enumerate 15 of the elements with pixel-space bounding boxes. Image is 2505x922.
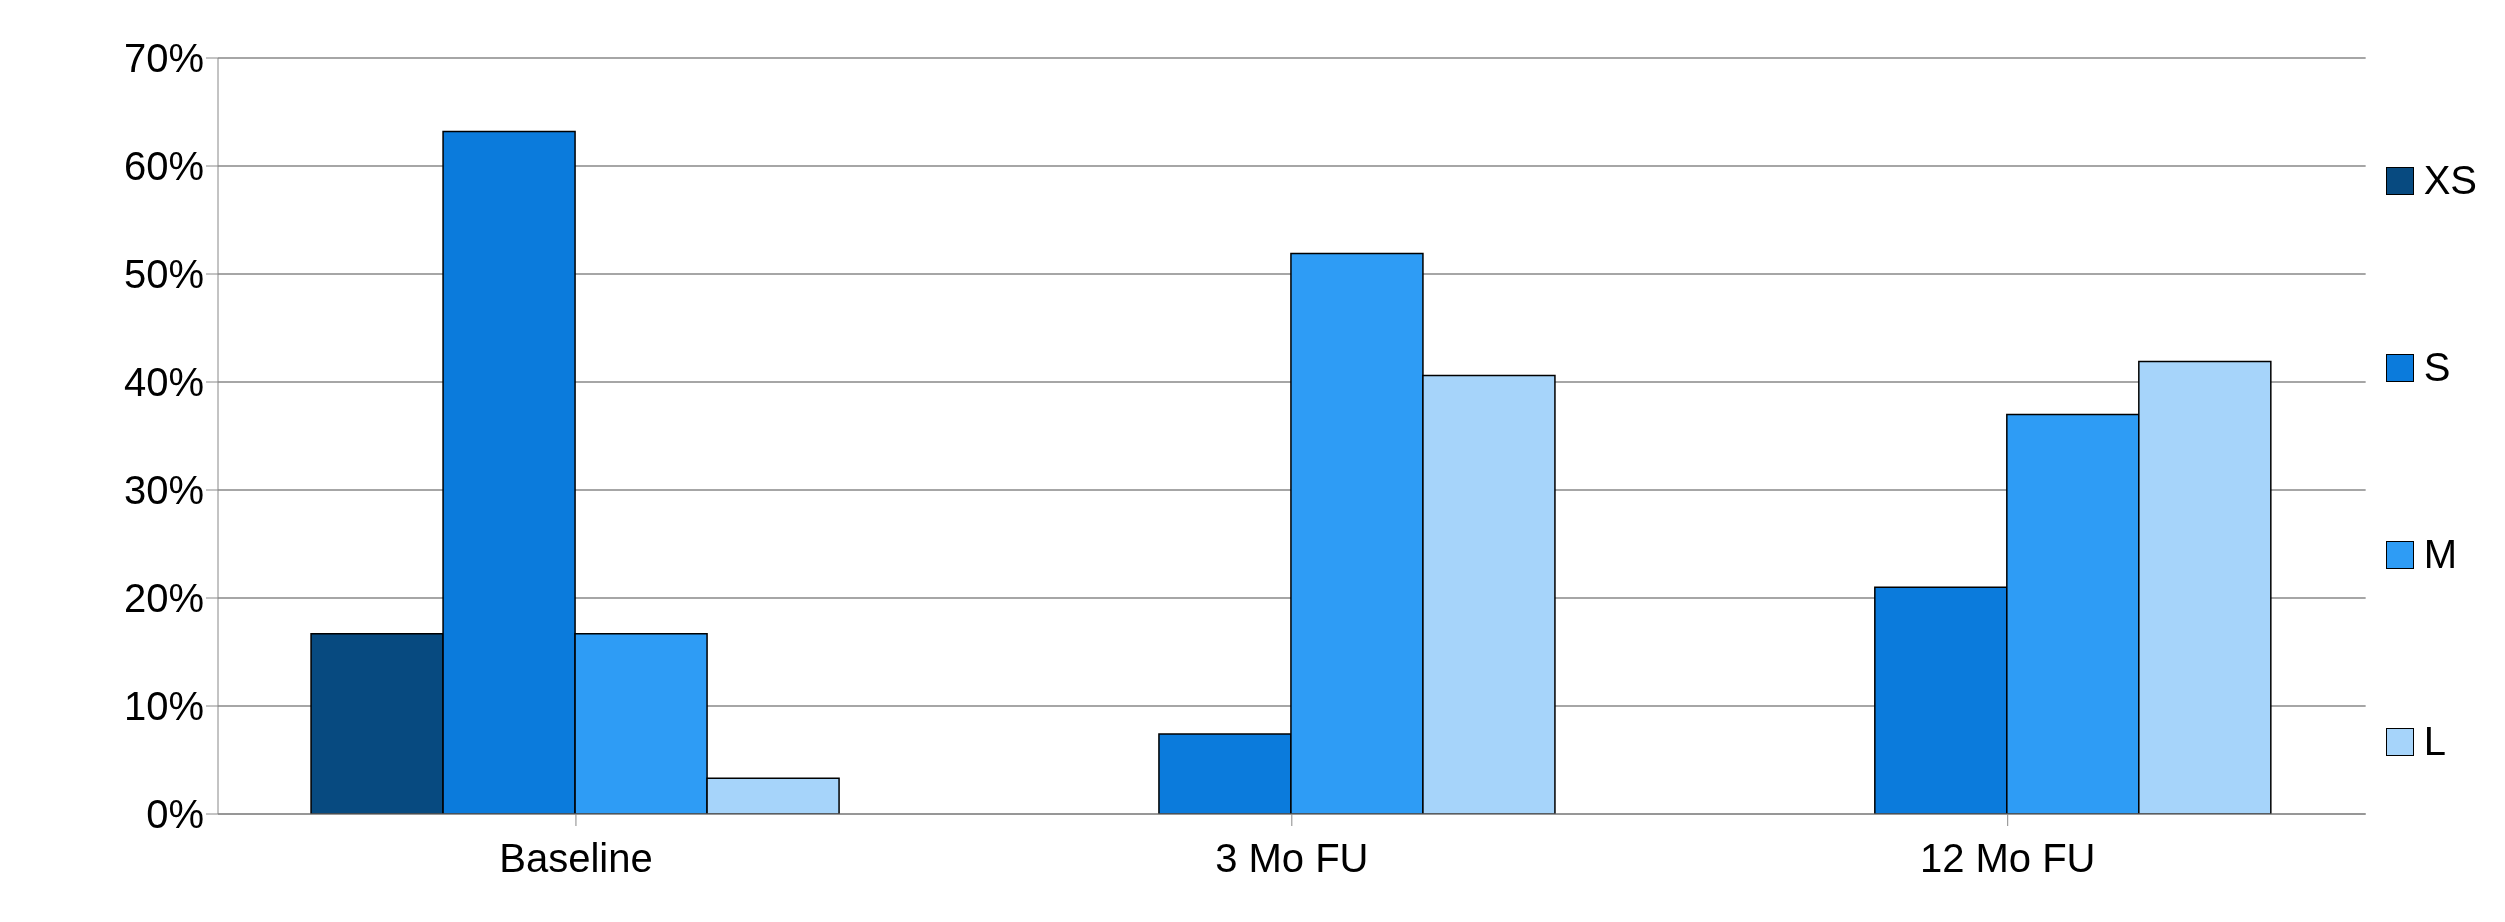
x-tick-label: 12 Mo FU bbox=[1919, 836, 2096, 881]
y-tick-label: 30% bbox=[123, 468, 204, 513]
y-tick-label: 60% bbox=[123, 144, 204, 189]
y-tick-label: 70% bbox=[123, 36, 204, 81]
legend-label: XS bbox=[2423, 158, 2477, 203]
x-tick-label: Baseline bbox=[499, 836, 653, 881]
y-tick-label: 50% bbox=[123, 252, 204, 297]
y-tick-label: 10% bbox=[123, 684, 204, 729]
legend-label: M bbox=[2423, 532, 2457, 577]
x-tick-label: 3 Mo FU bbox=[1215, 836, 1369, 881]
legend-label: L bbox=[2423, 719, 2446, 764]
legend-label: S bbox=[2423, 345, 2451, 390]
y-tick-label: 0% bbox=[146, 792, 204, 837]
y-tick-label: 40% bbox=[123, 360, 204, 405]
y-tick-label: 20% bbox=[123, 576, 204, 621]
